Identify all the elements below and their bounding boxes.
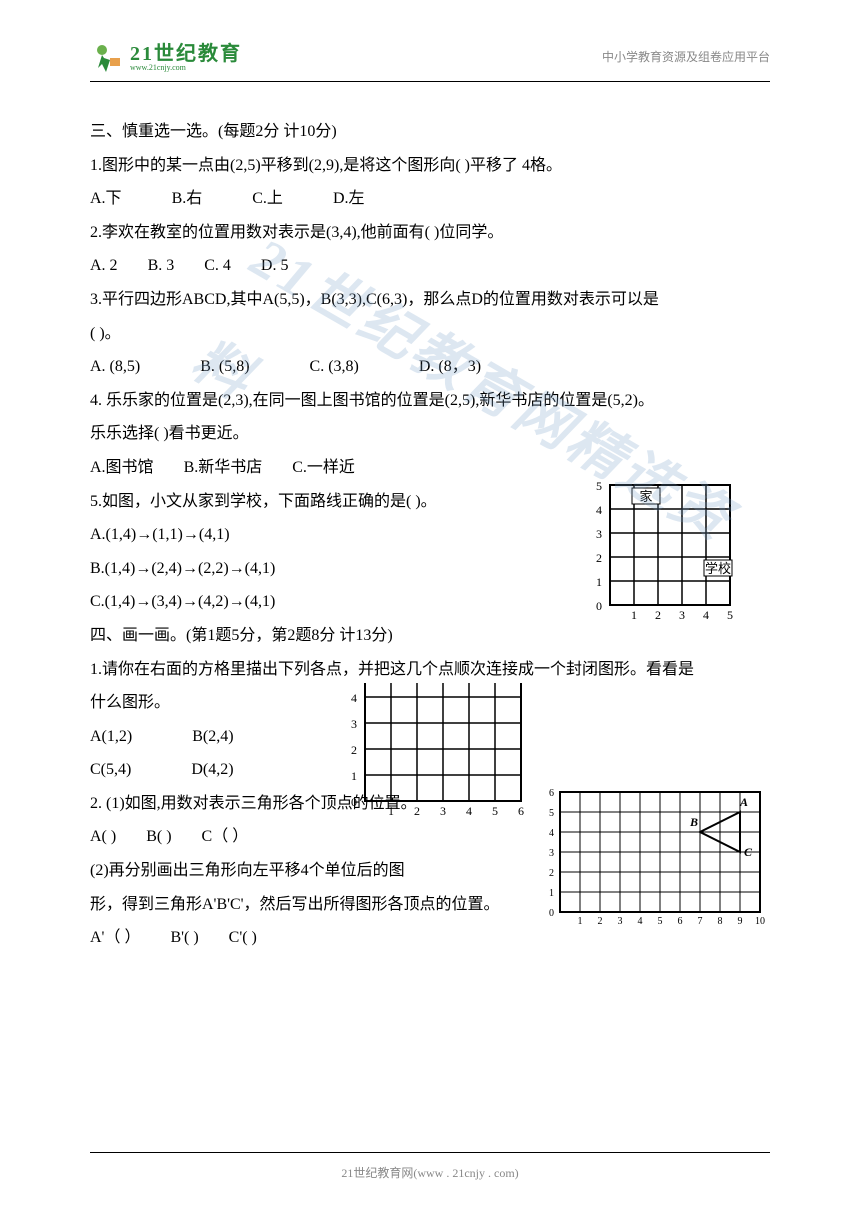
svg-text:7: 7 <box>698 916 703 927</box>
blank-b2: B'( ) <box>170 921 198 955</box>
logo-icon <box>90 40 126 76</box>
svg-text:3: 3 <box>596 527 602 541</box>
q2-stem: 2.李欢在教室的位置用数对表示是(3,4),他前面有( )位同学。 <box>90 216 770 250</box>
svg-text:5: 5 <box>658 916 663 927</box>
section4-title: 四、画一画。(第1题5分，第2题8分 计13分) <box>90 619 770 653</box>
svg-text:C: C <box>744 845 753 859</box>
q3-opt-c: C. (3,8) <box>310 350 359 384</box>
svg-text:4: 4 <box>549 828 554 839</box>
svg-text:6: 6 <box>678 916 683 927</box>
q5-grid: 0 1 2 3 4 5 1 2 3 4 5 家学校 <box>585 480 760 620</box>
svg-text:B: B <box>689 815 698 829</box>
svg-text:2: 2 <box>351 743 357 757</box>
q4-opt-a: A.图书馆 <box>90 451 154 485</box>
blank-a2: A'（ ） <box>90 921 140 955</box>
logo: 21世纪教育 www.21cnjy.com <box>90 40 242 76</box>
svg-text:5: 5 <box>549 808 554 819</box>
svg-text:2: 2 <box>598 916 603 927</box>
q3-opt-a: A. (8,5) <box>90 350 140 384</box>
blank-a: A( ) <box>90 820 116 854</box>
blank-c2: C'( ) <box>229 921 257 955</box>
svg-text:4: 4 <box>596 503 602 517</box>
svg-text:3: 3 <box>351 717 357 731</box>
q2-opt-d: D. 5 <box>261 249 289 283</box>
q4-stem-b: 乐乐选择( )看书更近。 <box>90 417 770 451</box>
s4q1-stem-a: 1.请你在右面的方格里描出下列各点，并把这几个点顺次连接成一个封闭图形。看看是 <box>90 653 770 687</box>
q3-stem-b: ( )。 <box>90 317 770 351</box>
svg-text:1: 1 <box>596 575 602 589</box>
point-a: A(1,2) <box>90 720 132 754</box>
svg-text:3: 3 <box>679 608 685 620</box>
q4-stem-a: 4. 乐乐家的位置是(2,3),在同一图上图书馆的位置是(2,5),新华书店的位… <box>90 384 770 418</box>
svg-text:2: 2 <box>655 608 661 620</box>
svg-text:9: 9 <box>738 916 743 927</box>
q2-opt-a: A. 2 <box>90 249 118 283</box>
point-b: B(2,4) <box>192 720 233 754</box>
svg-text:1: 1 <box>549 888 554 899</box>
svg-text:1: 1 <box>578 916 583 927</box>
document-content: 三、慎重选一选。(每题2分 计10分) 1.图形中的某一点由(2,5)平移到(2… <box>90 115 770 955</box>
q4-opt-b: B.新华书店 <box>184 451 263 485</box>
svg-text:0: 0 <box>596 599 602 613</box>
svg-text:2: 2 <box>596 551 602 565</box>
q1-opt-a: A.下 <box>90 182 122 216</box>
q1-opt-b: B.右 <box>172 182 203 216</box>
q2-opt-b: B. 3 <box>148 249 175 283</box>
q1-stem: 1.图形中的某一点由(2,5)平移到(2,9),是将这个图形向( )平移了 4格… <box>90 149 770 183</box>
svg-text:5: 5 <box>596 480 602 493</box>
q3-opt-d: D. (8，3) <box>419 350 481 384</box>
page-footer: 21世纪教育网(www . 21cnjy . com) <box>90 1152 770 1186</box>
svg-text:3: 3 <box>549 848 554 859</box>
logo-title: 21世纪教育 <box>130 44 242 64</box>
svg-text:学校: 学校 <box>705 561 731 576</box>
svg-text:5: 5 <box>727 608 733 620</box>
s4q2-grid: 0 1 2 3 4 5 6 1 2 3 4 5 6 7 8 9 10 A B C <box>540 782 800 927</box>
blank-c: C（ ） <box>202 820 249 854</box>
point-d: D(4,2) <box>191 753 233 787</box>
svg-text:A: A <box>739 795 748 809</box>
blank-b: B( ) <box>146 820 171 854</box>
q3-stem-a: 3.平行四边形ABCD,其中A(5,5)，B(3,3),C(6,3)，那么点D的… <box>90 283 770 317</box>
q2-opt-c: C. 4 <box>204 249 231 283</box>
q2-options: A. 2 B. 3 C. 4 D. 5 <box>90 249 770 283</box>
q1-opt-c: C.上 <box>252 182 283 216</box>
svg-text:6: 6 <box>549 788 554 799</box>
svg-text:4: 4 <box>351 691 357 705</box>
svg-text:1: 1 <box>351 769 357 783</box>
point-c: C(5,4) <box>90 753 131 787</box>
svg-text:家: 家 <box>639 489 652 504</box>
svg-text:0: 0 <box>549 908 554 919</box>
svg-text:1: 1 <box>631 608 637 620</box>
svg-text:4: 4 <box>638 916 643 927</box>
q1-opt-d: D.左 <box>333 182 365 216</box>
svg-text:4: 4 <box>703 608 709 620</box>
svg-text:8: 8 <box>718 916 723 927</box>
svg-text:3: 3 <box>618 916 623 927</box>
q3-options: A. (8,5) B. (5,8) C. (3,8) D. (8，3) <box>90 350 770 384</box>
q4-opt-c: C.一样近 <box>292 451 355 485</box>
q3-opt-b: B. (5,8) <box>200 350 249 384</box>
svg-text:10: 10 <box>755 916 765 927</box>
svg-text:2: 2 <box>549 868 554 879</box>
header-right-text: 中小学教育资源及组卷应用平台 <box>602 45 770 70</box>
page-header: 21世纪教育 www.21cnjy.com 中小学教育资源及组卷应用平台 <box>90 40 770 82</box>
section3-title: 三、慎重选一选。(每题2分 计10分) <box>90 115 770 149</box>
q1-options: A.下 B.右 C.上 D.左 <box>90 182 770 216</box>
logo-subtitle: www.21cnjy.com <box>130 64 242 72</box>
